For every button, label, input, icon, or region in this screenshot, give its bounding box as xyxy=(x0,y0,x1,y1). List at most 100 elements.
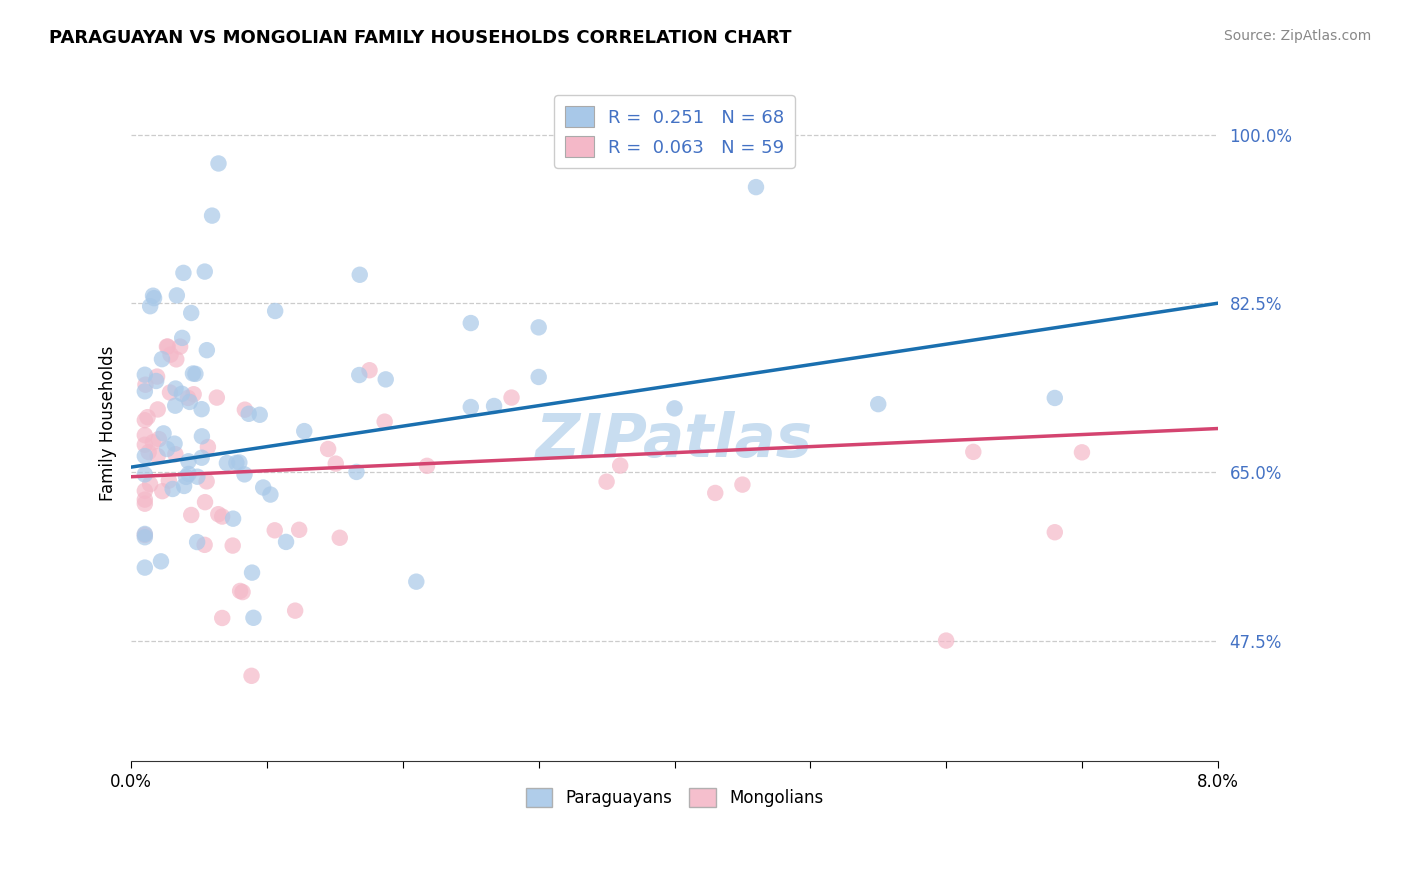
Point xyxy=(194,495,217,509)
Point xyxy=(501,391,523,405)
Point xyxy=(527,370,550,384)
Point xyxy=(134,530,156,544)
Point xyxy=(207,156,229,170)
Point xyxy=(1043,525,1066,540)
Point xyxy=(229,583,252,598)
Point xyxy=(252,481,274,495)
Point xyxy=(146,449,169,463)
Point xyxy=(225,456,247,470)
Y-axis label: Family Households: Family Households xyxy=(100,346,117,501)
Point xyxy=(191,429,214,443)
Point xyxy=(177,454,200,468)
Point xyxy=(134,560,156,574)
Point xyxy=(460,316,482,330)
Point xyxy=(156,340,179,354)
Point xyxy=(374,415,396,429)
Point xyxy=(263,524,285,538)
Point xyxy=(145,374,167,388)
Point xyxy=(163,436,186,450)
Point xyxy=(146,369,169,384)
Point xyxy=(201,209,224,223)
Point xyxy=(136,410,159,425)
Point xyxy=(179,395,201,409)
Point xyxy=(134,483,156,498)
Point xyxy=(240,566,263,580)
Point xyxy=(190,450,212,465)
Point xyxy=(134,384,156,399)
Point xyxy=(232,585,254,599)
Point xyxy=(292,424,315,438)
Point xyxy=(172,266,194,280)
Point xyxy=(177,467,200,481)
Point xyxy=(935,633,957,648)
Point xyxy=(134,449,156,463)
Point xyxy=(159,348,181,362)
Point xyxy=(152,426,174,441)
Point xyxy=(195,343,218,358)
Point xyxy=(745,180,768,194)
Point xyxy=(197,440,219,454)
Point xyxy=(134,467,156,482)
Point xyxy=(482,399,505,413)
Point xyxy=(233,402,256,417)
Point xyxy=(183,387,205,401)
Point xyxy=(238,407,260,421)
Point xyxy=(139,299,162,313)
Point xyxy=(170,386,193,401)
Point xyxy=(325,457,347,471)
Point xyxy=(316,442,339,456)
Point xyxy=(157,474,180,488)
Point xyxy=(166,288,188,302)
Point xyxy=(180,306,202,320)
Point xyxy=(233,467,256,482)
Point xyxy=(359,363,381,377)
Point xyxy=(184,367,207,381)
Point xyxy=(165,399,187,413)
Point xyxy=(134,428,156,442)
Point xyxy=(205,391,228,405)
Point xyxy=(134,528,156,542)
Point xyxy=(142,289,165,303)
Point xyxy=(194,264,217,278)
Point xyxy=(150,352,173,367)
Point xyxy=(134,368,156,382)
Point xyxy=(181,367,204,381)
Point xyxy=(138,445,160,459)
Point xyxy=(165,447,187,461)
Point xyxy=(609,458,631,473)
Point xyxy=(346,465,368,479)
Point xyxy=(165,352,187,367)
Point xyxy=(194,538,217,552)
Point xyxy=(186,535,208,549)
Point xyxy=(134,377,156,392)
Point xyxy=(142,435,165,450)
Point xyxy=(180,508,202,522)
Text: PARAGUAYAN VS MONGOLIAN FAMILY HOUSEHOLDS CORRELATION CHART: PARAGUAYAN VS MONGOLIAN FAMILY HOUSEHOLD… xyxy=(49,29,792,46)
Point xyxy=(207,507,229,521)
Point xyxy=(222,539,245,553)
Point xyxy=(156,340,179,354)
Point xyxy=(174,470,197,484)
Point xyxy=(134,413,156,427)
Point xyxy=(211,611,233,625)
Point xyxy=(704,486,727,500)
Point xyxy=(222,511,245,525)
Point xyxy=(134,497,156,511)
Point xyxy=(173,479,195,493)
Point xyxy=(274,535,297,549)
Point xyxy=(134,438,156,452)
Point xyxy=(374,372,396,386)
Point xyxy=(349,268,371,282)
Point xyxy=(148,432,170,446)
Point xyxy=(416,458,439,473)
Point xyxy=(139,477,162,491)
Point xyxy=(405,574,427,589)
Point xyxy=(349,368,371,382)
Point xyxy=(159,385,181,400)
Point xyxy=(527,320,550,334)
Point xyxy=(156,442,179,456)
Point xyxy=(177,391,200,405)
Point xyxy=(329,531,352,545)
Point xyxy=(215,456,238,470)
Point xyxy=(228,455,250,469)
